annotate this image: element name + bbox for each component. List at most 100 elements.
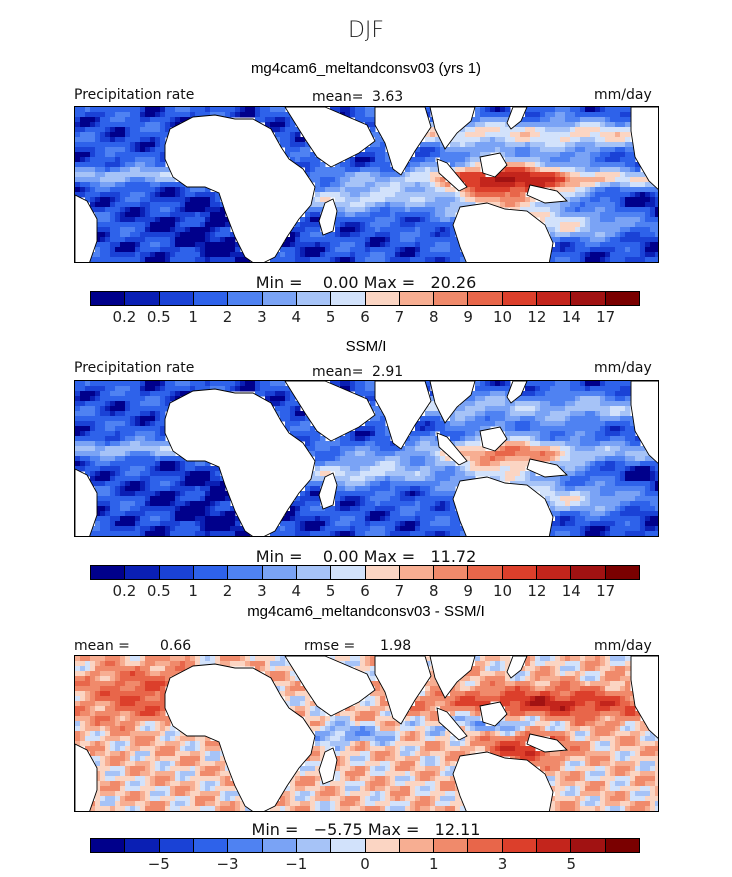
map-cell (460, 147, 466, 153)
map-cell (290, 262, 296, 263)
map-cell (450, 471, 456, 477)
map-cell (290, 521, 296, 527)
map-cell (380, 466, 386, 472)
map-cell (340, 476, 346, 482)
map-cell (510, 451, 516, 457)
map-cell (85, 466, 91, 472)
map-cell (195, 232, 201, 238)
map-cell (570, 217, 576, 223)
map-cell (150, 401, 156, 407)
map-cell (190, 192, 196, 198)
map-cell (540, 441, 546, 447)
map-cell (310, 157, 316, 163)
map-cell (595, 202, 601, 208)
map-cell (620, 182, 626, 188)
map-cell (630, 451, 636, 457)
map-cell (570, 526, 576, 532)
map-cell (170, 247, 176, 253)
map-cell (615, 197, 621, 203)
map-cell (360, 496, 366, 502)
map-cell (140, 227, 146, 233)
map-cell (135, 242, 141, 248)
map-cell (165, 172, 171, 178)
map-cell (180, 381, 186, 387)
map-cell (160, 406, 166, 412)
map-cell (105, 431, 111, 437)
map-cell (650, 237, 656, 243)
map-cell (455, 132, 461, 138)
map-cell (355, 426, 361, 432)
map-cell (130, 247, 136, 253)
map-cell (130, 416, 136, 422)
map-cell (325, 451, 331, 457)
map-cell (355, 162, 361, 168)
map-cell (605, 192, 611, 198)
map-cell (75, 441, 81, 447)
map-cell (505, 426, 511, 432)
map-cell (125, 197, 131, 203)
map-cell (610, 511, 616, 517)
map-cell (280, 411, 286, 417)
map-cell (410, 516, 416, 522)
map-cell (235, 247, 241, 253)
map-cell (85, 127, 91, 133)
map-cell (470, 132, 476, 138)
map-cell (625, 446, 631, 452)
map-cell (560, 232, 566, 238)
map-cell (340, 182, 346, 188)
map-cell (395, 217, 401, 223)
map-cell (565, 481, 571, 487)
map-cell (160, 152, 166, 158)
map-cell (155, 441, 161, 447)
map-cell (170, 381, 176, 387)
map-cell (470, 436, 476, 442)
map-cell (535, 137, 541, 143)
map-cell (100, 197, 106, 203)
map-cell (235, 526, 241, 532)
map-cell (600, 476, 606, 482)
map-cell (120, 476, 126, 482)
map-cell (305, 506, 311, 512)
map-cell (155, 127, 161, 133)
map-cell (415, 212, 421, 218)
map-cell (560, 411, 566, 417)
map-cell (295, 526, 301, 532)
map-cell (625, 242, 631, 248)
map-cell (130, 152, 136, 158)
map-cell (355, 177, 361, 183)
map-cell (355, 496, 361, 502)
map-cell (305, 227, 311, 233)
map-cell (500, 406, 506, 412)
map-cell (565, 142, 571, 148)
map-cell (115, 446, 121, 452)
map-cell (110, 486, 116, 492)
map-cell (545, 446, 551, 452)
map-cell (100, 506, 106, 512)
map-cell (85, 112, 91, 118)
map-cell (340, 107, 346, 113)
map-cell (135, 506, 141, 512)
map-cell (625, 416, 631, 422)
map-cell (405, 451, 411, 457)
map-cell (400, 252, 406, 258)
map-cell (575, 152, 581, 158)
map-cell (440, 471, 446, 477)
map-cell (400, 257, 406, 262)
map-cell (160, 466, 166, 472)
map-cell (240, 257, 246, 262)
map-cell (140, 167, 146, 173)
map-cell (570, 147, 576, 153)
map-cell (545, 117, 551, 123)
map-cell (120, 162, 126, 168)
map-cell (650, 501, 656, 507)
map-cell (290, 421, 296, 427)
map-cell (355, 257, 361, 262)
map-cell (425, 431, 431, 437)
map-cell (415, 471, 421, 477)
map-cell (515, 132, 521, 138)
map-cell (575, 107, 581, 113)
map-cell (160, 401, 166, 407)
map-cell (370, 486, 376, 492)
map-cell (95, 431, 101, 437)
map-cell (370, 132, 376, 138)
